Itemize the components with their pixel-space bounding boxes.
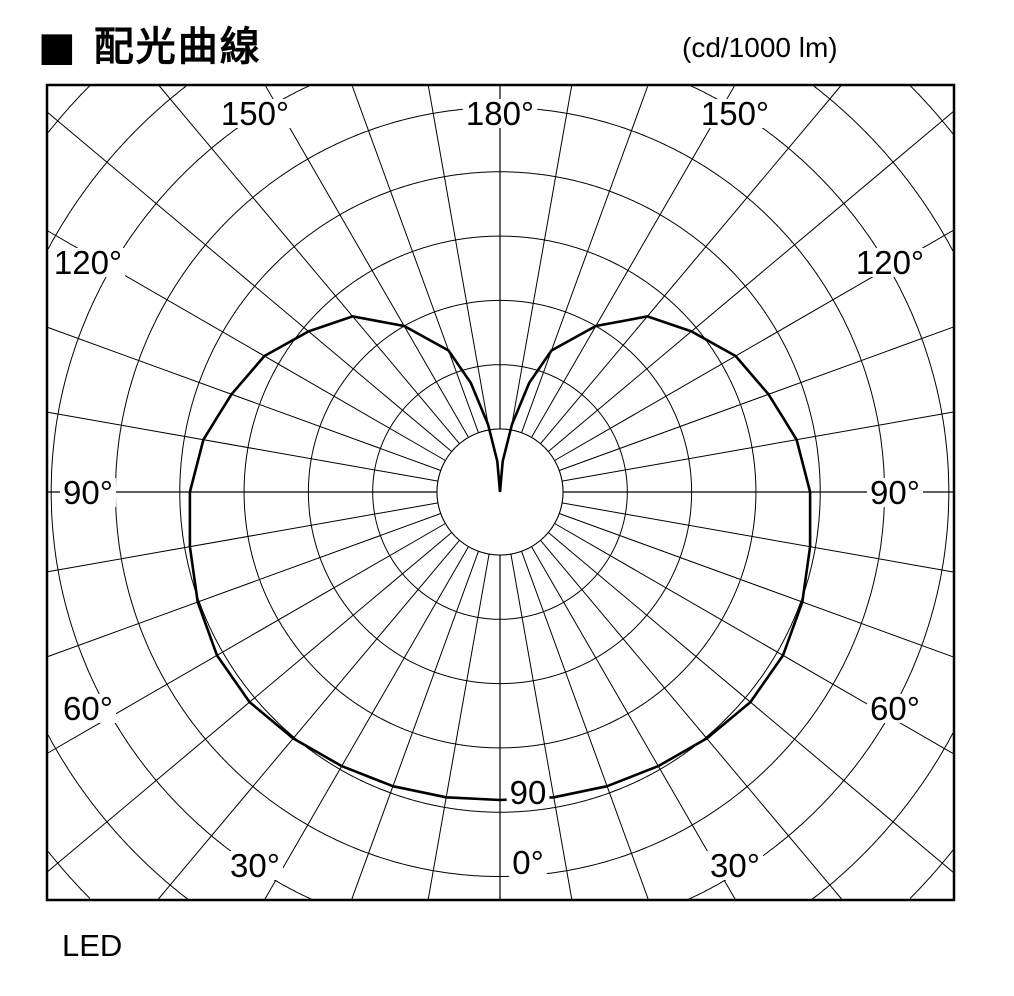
radial-gridline	[263, 546, 469, 901]
radial-gridline	[158, 84, 460, 445]
unit-label: (cd/1000 lm)	[682, 32, 838, 63]
angle-label-90-right: 90°	[870, 474, 920, 511]
radial-gridline	[531, 84, 736, 438]
radial-gridline	[540, 539, 843, 901]
angle-label-90-left-bg	[60, 478, 116, 507]
light-source-label: LED	[62, 928, 123, 963]
radial-gridline	[427, 553, 490, 901]
radial-gridline	[46, 502, 439, 573]
radial-gridline	[521, 84, 649, 433]
angle-label-0: 0°	[512, 844, 544, 881]
angle-label-150-right: 150°	[701, 95, 769, 132]
radial-gridline	[46, 111, 453, 452]
radial-gridline	[157, 539, 460, 901]
radial-gridline	[510, 84, 573, 431]
angle-label-60-left: 60°	[63, 690, 113, 727]
radial-gridline	[46, 411, 439, 482]
angle-label-30-right: 30°	[710, 847, 760, 884]
angle-label-120-left: 120°	[54, 244, 122, 281]
distribution-curve	[188, 315, 812, 802]
circle-gridline	[47, 85, 954, 899]
angle-label-90-left: 90°	[63, 474, 113, 511]
radial-gridline	[559, 326, 955, 471]
radial-gridline	[561, 502, 955, 573]
angle-label-120-left-bg	[50, 248, 126, 277]
radial-gridline	[351, 84, 479, 433]
radial-gridline	[531, 546, 737, 901]
radial-gridline	[427, 84, 490, 431]
radial-gridline	[521, 551, 649, 901]
angle-label-0-bg	[509, 848, 547, 877]
angle-label-30-right-bg	[707, 851, 763, 880]
radial-gridline	[510, 553, 573, 901]
angle-label-120-right: 120°	[856, 244, 924, 281]
angle-label-30-left: 30°	[230, 847, 280, 884]
angle-label-150-left: 150°	[221, 95, 289, 132]
circle-gridline	[47, 85, 954, 900]
grid	[46, 84, 955, 901]
angle-label-60-right: 60°	[870, 690, 920, 727]
angle-label-150-right-bg	[697, 99, 773, 128]
radial-gridline	[46, 326, 441, 471]
radial-gridline	[547, 110, 955, 452]
radial-gridline	[264, 84, 469, 438]
angle-label-60-left-bg	[60, 694, 116, 723]
chart-frame	[45, 83, 956, 902]
angle-label-180: 180°	[466, 95, 534, 132]
angle-label-60-right-bg	[867, 694, 923, 723]
radial-gridline	[540, 84, 842, 445]
angle-label-120-right-bg	[852, 248, 928, 277]
radial-gridline	[559, 513, 955, 658]
chart-title: ■ 配光曲線	[38, 24, 262, 70]
value-label-bg	[506, 778, 550, 807]
angle-label-90-right-bg	[867, 478, 923, 507]
radial-gridline	[46, 513, 441, 658]
angle-label-150-left-bg	[217, 99, 293, 128]
value-label: 90	[510, 774, 547, 811]
angle-label-180-bg	[462, 99, 538, 128]
angle-label-30-left-bg	[227, 851, 283, 880]
radial-gridline	[561, 411, 955, 482]
radial-gridline	[351, 551, 479, 901]
